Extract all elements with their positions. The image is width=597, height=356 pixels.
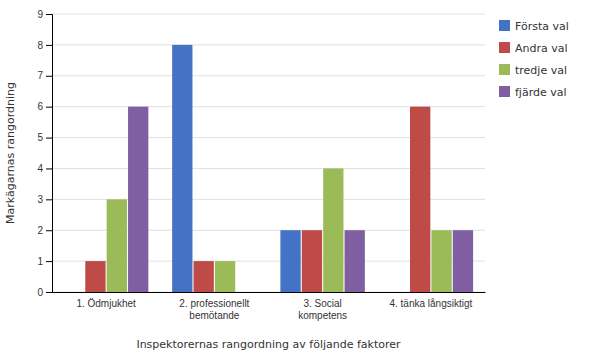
tick-label: 8 bbox=[37, 40, 43, 51]
bar bbox=[236, 292, 256, 293]
tick-label: 3. Socialkompetens bbox=[298, 298, 347, 321]
chart: 0 1 2 3 4 5 6 7 8 9 1. Ödmjukhet 2. professionelltb… bbox=[0, 0, 597, 356]
tick-mark bbox=[46, 261, 52, 262]
bar bbox=[172, 45, 192, 292]
bar bbox=[280, 230, 300, 292]
tick: 1 bbox=[37, 256, 52, 267]
axis-line bbox=[46, 15, 53, 293]
y-axis: 0 1 2 3 4 5 6 7 8 9 bbox=[37, 9, 52, 298]
bars bbox=[85, 45, 473, 292]
bar-series bbox=[172, 45, 301, 292]
legend-label: Första val bbox=[515, 20, 569, 33]
bar bbox=[389, 292, 409, 293]
bar bbox=[345, 230, 365, 292]
bar bbox=[431, 230, 451, 292]
plot: 0 1 2 3 4 5 6 7 8 9 1. Ödmjukhet 2. professionelltb… bbox=[37, 9, 485, 321]
tick: 2 bbox=[37, 225, 52, 236]
legend-item: fjärde val bbox=[499, 86, 567, 99]
grid-line bbox=[52, 75, 485, 76]
legend-item: Andra val bbox=[499, 42, 568, 55]
bar bbox=[128, 107, 148, 292]
tick: 6 bbox=[37, 101, 52, 112]
tick-label: 7 bbox=[37, 70, 43, 81]
bar bbox=[107, 199, 127, 292]
bar bbox=[323, 168, 343, 292]
tick-label: 5 bbox=[37, 132, 43, 143]
tick: 5 bbox=[37, 132, 52, 143]
bar bbox=[215, 261, 235, 292]
legend-swatch bbox=[499, 20, 510, 31]
bar bbox=[453, 230, 473, 292]
tick-mark bbox=[46, 45, 52, 46]
bar bbox=[64, 292, 84, 293]
bar bbox=[194, 261, 214, 292]
tick-mark bbox=[46, 199, 52, 200]
legend-swatch bbox=[499, 86, 510, 97]
legend-label: Andra val bbox=[515, 42, 568, 55]
tick-mark bbox=[46, 168, 52, 169]
legend-item: Första val bbox=[499, 20, 569, 33]
tick: 0 bbox=[37, 287, 52, 298]
tick-label: 3 bbox=[37, 194, 43, 205]
tick-label: 1. Ödmjukhet bbox=[76, 298, 136, 309]
y-axis-title: Markägarnas rangordning bbox=[4, 82, 17, 224]
tick-mark bbox=[46, 230, 52, 231]
tick-mark bbox=[46, 138, 52, 139]
legend-swatch bbox=[499, 42, 510, 53]
axis-line bbox=[53, 292, 486, 293]
legend-label: fjärde val bbox=[515, 86, 567, 99]
legend-swatch bbox=[499, 64, 510, 75]
tick: 4. tänka långsiktigt bbox=[389, 298, 472, 309]
bar bbox=[302, 230, 322, 292]
tick-label: 2 bbox=[37, 225, 43, 236]
x-axis: 1. Ödmjukhet 2. professionelltbemötande 3.… bbox=[53, 293, 486, 321]
tick-label: 6 bbox=[37, 101, 43, 112]
tick: 9 bbox=[37, 9, 52, 20]
tick-label: 2. professionelltbemötande bbox=[179, 298, 249, 321]
bar-series bbox=[128, 107, 473, 292]
tick-mark bbox=[46, 107, 52, 108]
legend: Första val Andra val tredje val fjärde val bbox=[499, 20, 569, 99]
bar-series bbox=[107, 168, 452, 292]
tick-label: 0 bbox=[37, 287, 43, 298]
grid-line bbox=[52, 14, 485, 15]
tick: 3. Socialkompetens bbox=[298, 298, 347, 321]
tick-mark bbox=[46, 292, 52, 293]
bar bbox=[85, 261, 105, 292]
tick-label: 4. tänka långsiktigt bbox=[389, 298, 472, 309]
tick: 4 bbox=[37, 163, 52, 174]
tick-mark bbox=[46, 14, 52, 15]
x-axis-title: Inspektorernas rangordning av följande f… bbox=[136, 338, 401, 351]
tick-label: 4 bbox=[37, 163, 43, 174]
legend-label: tredje val bbox=[515, 64, 567, 77]
tick-label: 9 bbox=[37, 9, 43, 20]
tick-label: 1 bbox=[37, 256, 43, 267]
legend-item: tredje val bbox=[499, 64, 567, 77]
tick: 7 bbox=[37, 70, 52, 81]
grid bbox=[52, 14, 485, 292]
bar bbox=[410, 107, 430, 292]
tick-mark bbox=[46, 76, 52, 77]
tick: 1. Ödmjukhet bbox=[76, 298, 136, 309]
tick: 2. professionelltbemötande bbox=[179, 298, 249, 321]
bar-series bbox=[85, 107, 430, 292]
tick: 3 bbox=[37, 194, 52, 205]
grid-line bbox=[52, 44, 485, 45]
tick: 8 bbox=[37, 40, 52, 51]
